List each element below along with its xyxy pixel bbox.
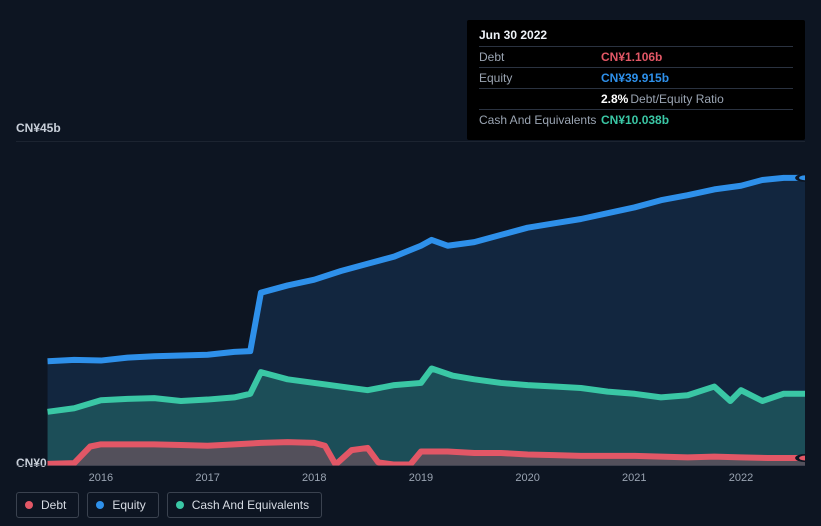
x-tick-label: 2017 — [195, 472, 219, 484]
legend-item-equity[interactable]: Equity — [87, 492, 158, 518]
tooltip-label: Debt — [479, 50, 601, 64]
x-tick-label: 2016 — [89, 472, 113, 484]
chart-plot[interactable] — [16, 141, 805, 466]
tooltip-date: Jun 30 2022 — [479, 28, 793, 46]
tooltip-value: CN¥1.106b — [601, 50, 662, 64]
legend-item-debt[interactable]: Debt — [16, 492, 79, 518]
legend-label: Equity — [112, 498, 145, 512]
y-axis-max: CN¥45b — [16, 121, 61, 135]
x-axis: 2016 2017 2018 2019 2020 2021 2022 — [16, 468, 805, 486]
tooltip-row: 2.8%Debt/Equity Ratio — [479, 88, 793, 109]
legend: Debt Equity Cash And Equivalents — [16, 492, 322, 518]
legend-label: Cash And Equivalents — [192, 498, 309, 512]
tooltip-value: CN¥39.915b — [601, 71, 669, 85]
tooltip-row: EquityCN¥39.915b — [479, 67, 793, 88]
x-tick-label: 2021 — [622, 472, 646, 484]
legend-item-cash[interactable]: Cash And Equivalents — [167, 492, 322, 518]
circle-icon — [25, 501, 33, 509]
x-tick-label: 2020 — [515, 472, 539, 484]
legend-label: Debt — [41, 498, 66, 512]
x-tick-label: 2018 — [302, 472, 326, 484]
tooltip-row: DebtCN¥1.106b — [479, 46, 793, 67]
x-tick-label: 2019 — [409, 472, 433, 484]
tooltip-value: 2.8%Debt/Equity Ratio — [601, 92, 724, 106]
tooltip-label: Equity — [479, 71, 601, 85]
x-tick-label: 2022 — [729, 472, 753, 484]
tooltip-label — [479, 92, 601, 106]
tooltip-panel: Jun 30 2022 DebtCN¥1.106bEquityCN¥39.915… — [467, 20, 805, 140]
circle-icon — [176, 501, 184, 509]
circle-icon — [96, 501, 104, 509]
chart-area: CN¥45b CN¥0 — [16, 125, 805, 466]
